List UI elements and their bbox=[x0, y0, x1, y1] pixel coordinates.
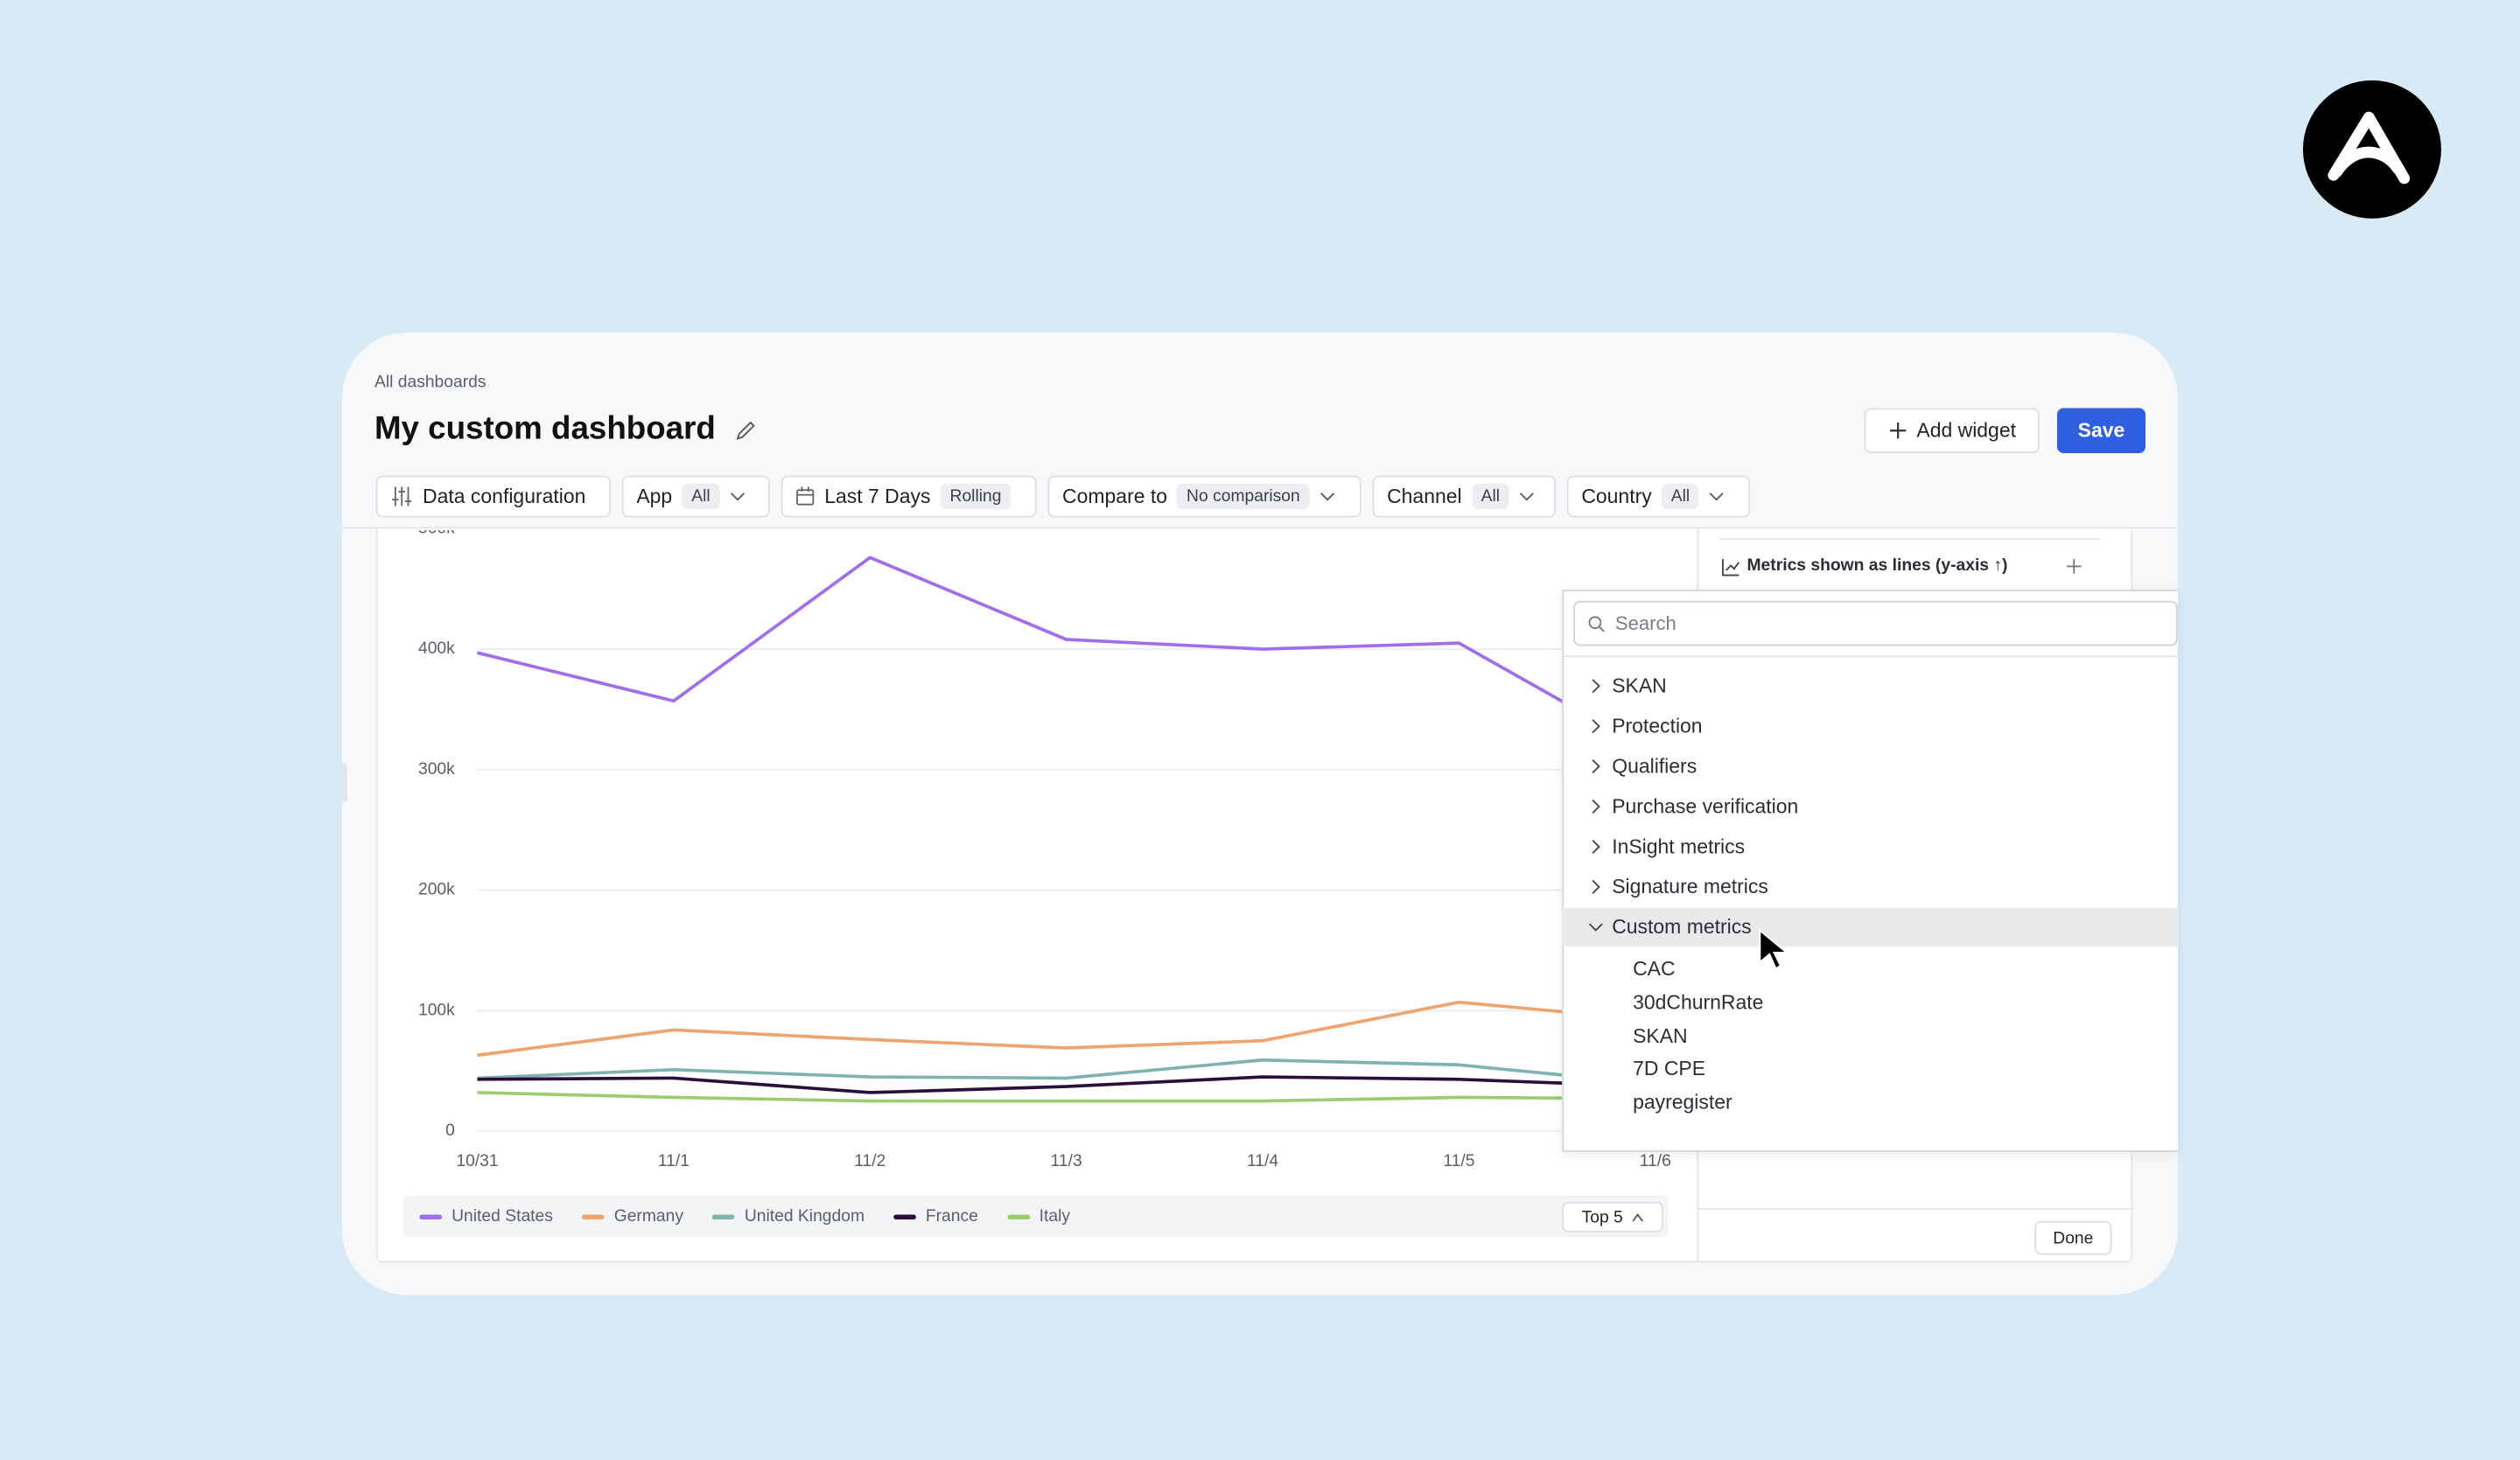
legend-swatch bbox=[419, 1214, 442, 1219]
chevron-path bbox=[1592, 680, 1599, 693]
search-icon bbox=[1588, 615, 1606, 632]
item-label: CAC bbox=[1633, 958, 1676, 981]
y-tick-label: 500k bbox=[418, 519, 455, 537]
group-label: InSight metrics bbox=[1612, 835, 1745, 858]
add-metric-icon[interactable] bbox=[2065, 557, 2082, 575]
search-input[interactable]: Search bbox=[1573, 601, 2178, 646]
legend-label: Germany bbox=[614, 1206, 683, 1226]
legend-label: Italy bbox=[1040, 1206, 1070, 1226]
menu-group[interactable]: Qualifiers bbox=[1562, 747, 2177, 786]
legend-item: Italy bbox=[1007, 1206, 1070, 1226]
legend-item: United Kingdom bbox=[712, 1206, 864, 1226]
divider bbox=[1698, 1208, 2134, 1210]
menu-group[interactable]: Protection bbox=[1562, 707, 2177, 745]
divider bbox=[1564, 655, 2179, 657]
x-tick-label: 11/1 bbox=[658, 1152, 690, 1170]
x-tick-label: 11/6 bbox=[1640, 1152, 1671, 1170]
top-n-button[interactable]: Top 5 bbox=[1562, 1202, 1663, 1233]
chevron-up bbox=[1631, 1211, 1644, 1224]
chevron-path bbox=[1592, 720, 1599, 733]
legend-label: United States bbox=[452, 1206, 553, 1226]
chevron bbox=[1588, 678, 1604, 694]
x-tick-label: 11/3 bbox=[1051, 1152, 1082, 1170]
divider bbox=[1719, 538, 2100, 540]
legend-swatch bbox=[1007, 1214, 1030, 1219]
menu-group[interactable]: InSight metrics bbox=[1562, 828, 2177, 866]
search-placeholder: Search bbox=[1615, 612, 1676, 635]
chevron bbox=[1588, 718, 1604, 734]
chevron-path bbox=[1589, 924, 1602, 930]
menu-item[interactable]: 7D CPE bbox=[1562, 1053, 2177, 1086]
chart-icon bbox=[1721, 557, 1740, 576]
chevron bbox=[1588, 799, 1604, 814]
item-label: SKAN bbox=[1633, 1024, 1688, 1047]
group-label: Signature metrics bbox=[1612, 876, 1768, 898]
menu-item[interactable]: CAC bbox=[1562, 953, 2177, 985]
x-tick-label: 11/5 bbox=[1443, 1152, 1474, 1170]
menu-group[interactable]: Signature metrics bbox=[1562, 868, 2177, 906]
legend-swatch bbox=[712, 1214, 735, 1219]
x-tick-label: 11/2 bbox=[854, 1152, 886, 1170]
item-label: payregister bbox=[1633, 1091, 1732, 1114]
chevron-path bbox=[1592, 760, 1599, 773]
chevron-path bbox=[1592, 800, 1599, 814]
y-tick-label: 100k bbox=[418, 1001, 455, 1019]
mouse-cursor bbox=[1757, 927, 1796, 972]
panel-heading: Metrics shown as lines (y-axis ↑) bbox=[1746, 555, 2007, 575]
done-button[interactable]: Done bbox=[2034, 1221, 2111, 1255]
legend: United States Germany United Kingdom France… bbox=[403, 1196, 1668, 1238]
legend-item: France bbox=[893, 1206, 978, 1226]
legend-item: Germany bbox=[582, 1206, 683, 1226]
menu-item[interactable]: SKAN bbox=[1562, 1020, 2177, 1052]
group-label: SKAN bbox=[1612, 674, 1667, 697]
chevron bbox=[1588, 839, 1604, 855]
legend-label: France bbox=[926, 1206, 978, 1226]
y-tick-label: 200k bbox=[418, 881, 455, 899]
item-label: 30dChurnRate bbox=[1633, 991, 1763, 1014]
x-tick-label: 11/4 bbox=[1247, 1152, 1278, 1170]
chevron-path bbox=[1592, 881, 1599, 894]
chevron-path bbox=[1592, 841, 1599, 854]
group-label: Purchase verification bbox=[1612, 795, 1798, 818]
group-label: Qualifiers bbox=[1612, 755, 1697, 778]
group-label: Protection bbox=[1612, 715, 1702, 737]
y-tick-label: 0 bbox=[445, 1121, 455, 1140]
x-tick-label: 10/31 bbox=[456, 1152, 498, 1170]
legend-label: United Kingdom bbox=[745, 1206, 864, 1226]
series-line bbox=[477, 1093, 1655, 1101]
menu-group[interactable]: Purchase verification bbox=[1562, 787, 2177, 826]
button-label: Top 5 bbox=[1582, 1207, 1623, 1226]
chevron bbox=[1588, 879, 1604, 895]
menu-item[interactable]: payregister bbox=[1562, 1086, 2177, 1119]
group-label: Custom metrics bbox=[1612, 916, 1751, 939]
chevron bbox=[1588, 758, 1604, 774]
menu-group[interactable]: Custom metrics bbox=[1562, 908, 2177, 947]
series-line bbox=[477, 557, 1655, 754]
y-tick-label: 400k bbox=[418, 639, 455, 658]
legend-swatch bbox=[582, 1214, 605, 1219]
legend-item: United States bbox=[419, 1206, 553, 1226]
menu-item[interactable]: 30dChurnRate bbox=[1562, 986, 2177, 1018]
item-label: 7D CPE bbox=[1633, 1058, 1705, 1080]
menu-group[interactable]: SKAN bbox=[1562, 667, 2177, 705]
chevron bbox=[1588, 919, 1604, 935]
legend-swatch bbox=[893, 1214, 916, 1219]
y-tick-label: 300k bbox=[418, 760, 455, 779]
